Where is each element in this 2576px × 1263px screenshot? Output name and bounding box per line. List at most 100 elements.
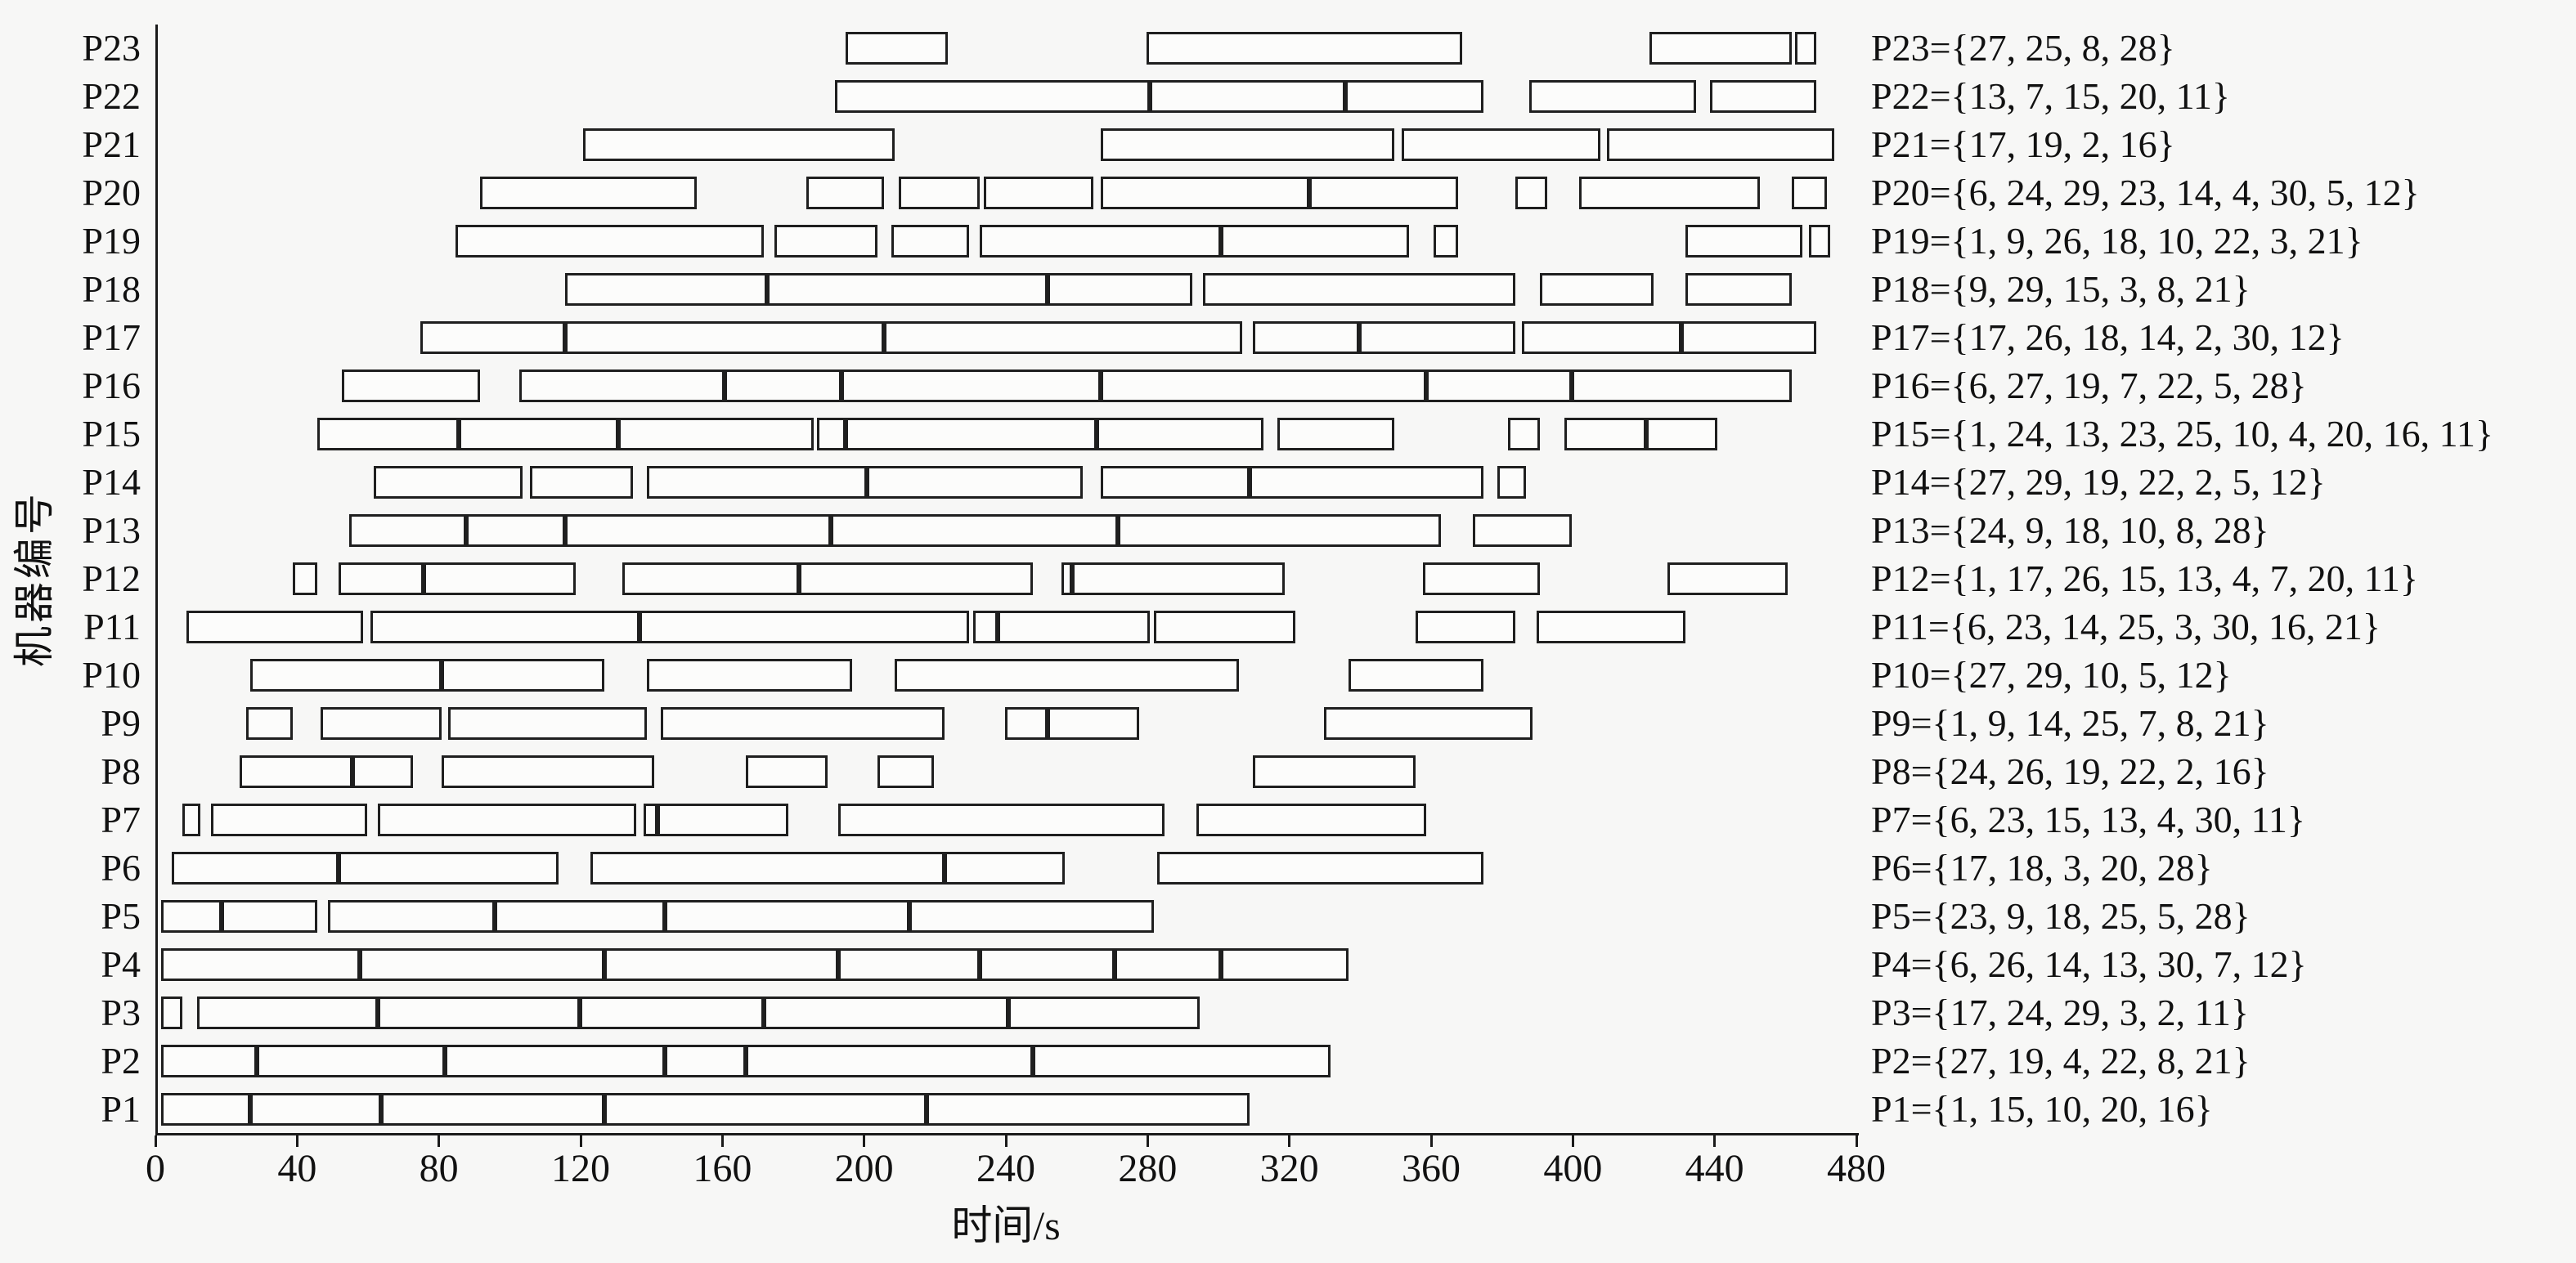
x-tick-label-400: 400 xyxy=(1543,1147,1603,1190)
gantt-bar-p8-job1 xyxy=(239,755,353,788)
gantt-bar-p6-job1 xyxy=(172,851,339,885)
gantt-bar-p10-job2 xyxy=(441,658,604,692)
gantt-bar-p14-job3 xyxy=(647,466,867,499)
y-tick-label-p18: P18 xyxy=(82,268,141,311)
gantt-bar-p16-job3 xyxy=(725,369,842,403)
gantt-bar-p23-job3 xyxy=(1649,32,1792,65)
gantt-bar-p17-job6 xyxy=(1522,321,1682,355)
gantt-bar-p20-job6 xyxy=(1309,177,1459,210)
gantt-bar-p20-job2 xyxy=(806,177,885,210)
machine-jobs-label-p15: P15={1, 24, 13, 23, 25, 10, 4, 20, 16, 1… xyxy=(1871,413,2493,455)
gantt-bar-p10-job1 xyxy=(249,658,442,692)
gantt-bar-p19-job2 xyxy=(774,225,877,258)
gantt-bar-p7-job1 xyxy=(182,803,200,836)
gantt-bar-p20-job3 xyxy=(898,177,981,210)
gantt-bar-p19-job8 xyxy=(1809,225,1831,258)
gantt-bar-p8-job6 xyxy=(1253,755,1416,788)
gantt-bar-p8-job4 xyxy=(746,755,828,788)
x-tick-mark-480 xyxy=(1855,1135,1858,1147)
gantt-bar-p18-job4 xyxy=(1203,273,1515,307)
gantt-bar-p16-job4 xyxy=(841,369,1101,403)
x-tick-label-320: 320 xyxy=(1259,1147,1319,1190)
gantt-bar-p20-job5 xyxy=(1100,177,1310,210)
gantt-bar-p14-job1 xyxy=(374,466,523,499)
gantt-bar-p14-job7 xyxy=(1497,466,1526,499)
gantt-bar-p20-job1 xyxy=(480,177,697,210)
gantt-bar-p18-job1 xyxy=(565,273,768,307)
gantt-bar-p22-job4 xyxy=(1529,80,1696,114)
gantt-bar-p15-job6 xyxy=(1097,418,1263,451)
gantt-bar-p3-job3 xyxy=(377,996,580,1029)
gantt-bar-p9-job3 xyxy=(448,706,647,740)
gantt-bar-p15-job10 xyxy=(1646,418,1717,451)
gantt-bar-p19-job1 xyxy=(456,225,764,258)
gantt-bar-p11-job8 xyxy=(1536,610,1685,643)
gantt-bar-p17-job3 xyxy=(884,321,1242,355)
machine-jobs-label-p23: P23={27, 25, 8, 28} xyxy=(1871,27,2175,69)
gantt-bar-p15-job8 xyxy=(1508,418,1540,451)
gantt-bar-p4-job7 xyxy=(1221,947,1349,981)
gantt-bar-p8-job3 xyxy=(441,755,654,788)
gantt-bar-p16-job2 xyxy=(519,369,725,403)
y-tick-label-p2: P2 xyxy=(101,1039,141,1082)
machine-jobs-label-p13: P13={24, 9, 18, 10, 8, 28} xyxy=(1871,509,2269,552)
x-tick-mark-120 xyxy=(579,1135,582,1147)
gantt-bar-p7-job3 xyxy=(377,803,636,836)
gantt-bar-p16-job1 xyxy=(342,369,481,403)
gantt-bar-p12-job7 xyxy=(1072,562,1285,595)
gantt-bar-p9-job2 xyxy=(321,706,442,740)
machine-jobs-label-p7: P7={6, 23, 15, 13, 4, 30, 11} xyxy=(1871,798,2305,840)
y-tick-label-p1: P1 xyxy=(101,1087,141,1130)
y-tick-label-p19: P19 xyxy=(82,220,141,262)
gantt-bar-p12-job2 xyxy=(339,562,424,595)
gantt-bar-p2-job1 xyxy=(161,1044,258,1077)
machine-jobs-label-p14: P14={27, 29, 19, 22, 2, 5, 12} xyxy=(1871,461,2326,504)
machine-jobs-label-p6: P6={17, 18, 3, 20, 28} xyxy=(1871,846,2213,889)
gantt-bar-p21-job3 xyxy=(1402,128,1600,162)
gantt-bar-p17-job4 xyxy=(1253,321,1359,355)
x-tick-label-120: 120 xyxy=(551,1147,610,1190)
y-tick-label-p20: P20 xyxy=(82,172,141,214)
x-tick-mark-200 xyxy=(863,1135,866,1147)
gantt-bar-p18-job3 xyxy=(1047,273,1193,307)
gantt-bar-p7-job5 xyxy=(657,803,789,836)
x-tick-mark-40 xyxy=(295,1135,298,1147)
gantt-bar-p9-job6 xyxy=(1047,706,1140,740)
gantt-bar-p5-job3 xyxy=(328,899,495,933)
y-tick-label-p13: P13 xyxy=(82,509,141,552)
gantt-bar-p1-job5 xyxy=(927,1092,1250,1126)
gantt-bar-p23-job1 xyxy=(845,32,949,65)
gantt-bar-p5-job5 xyxy=(664,899,909,933)
gantt-bar-p14-job6 xyxy=(1249,466,1483,499)
gantt-bar-p14-job2 xyxy=(530,466,633,499)
gantt-bar-p20-job4 xyxy=(983,177,1093,210)
y-tick-label-p10: P10 xyxy=(82,653,141,696)
plot-area xyxy=(155,25,1859,1135)
y-tick-label-p7: P7 xyxy=(101,798,141,840)
gantt-bar-p23-job2 xyxy=(1147,32,1462,65)
gantt-bar-p19-job4 xyxy=(980,225,1221,258)
gantt-bar-p2-job3 xyxy=(445,1044,665,1077)
gantt-bar-p4-job5 xyxy=(980,947,1115,981)
y-tick-label-p11: P11 xyxy=(83,605,141,647)
gantt-bar-p20-job9 xyxy=(1791,177,1827,210)
gantt-bar-p11-job7 xyxy=(1416,610,1515,643)
x-tick-mark-360 xyxy=(1429,1135,1433,1147)
gantt-bar-p17-job1 xyxy=(420,321,566,355)
gantt-bar-p10-job5 xyxy=(1349,658,1483,692)
gantt-bar-p21-job4 xyxy=(1607,128,1834,162)
machine-jobs-label-p2: P2={27, 19, 4, 22, 8, 21} xyxy=(1871,1039,2251,1082)
gantt-bar-p3-job4 xyxy=(579,996,764,1029)
y-tick-label-p21: P21 xyxy=(82,123,141,166)
gantt-bar-p16-job6 xyxy=(1426,369,1572,403)
gantt-bar-p6-job3 xyxy=(590,851,945,885)
gantt-bar-p7-job7 xyxy=(1196,803,1427,836)
gantt-bar-p13-job3 xyxy=(565,514,832,548)
x-axis-title: 时间/s xyxy=(951,1203,1061,1248)
machine-jobs-label-p10: P10={27, 29, 10, 5, 12} xyxy=(1871,653,2232,696)
x-tick-mark-320 xyxy=(1288,1135,1291,1147)
machine-jobs-label-p4: P4={6, 26, 14, 13, 30, 7, 12} xyxy=(1871,943,2307,985)
gantt-bar-p13-job4 xyxy=(831,514,1119,548)
y-tick-label-p22: P22 xyxy=(82,75,141,118)
